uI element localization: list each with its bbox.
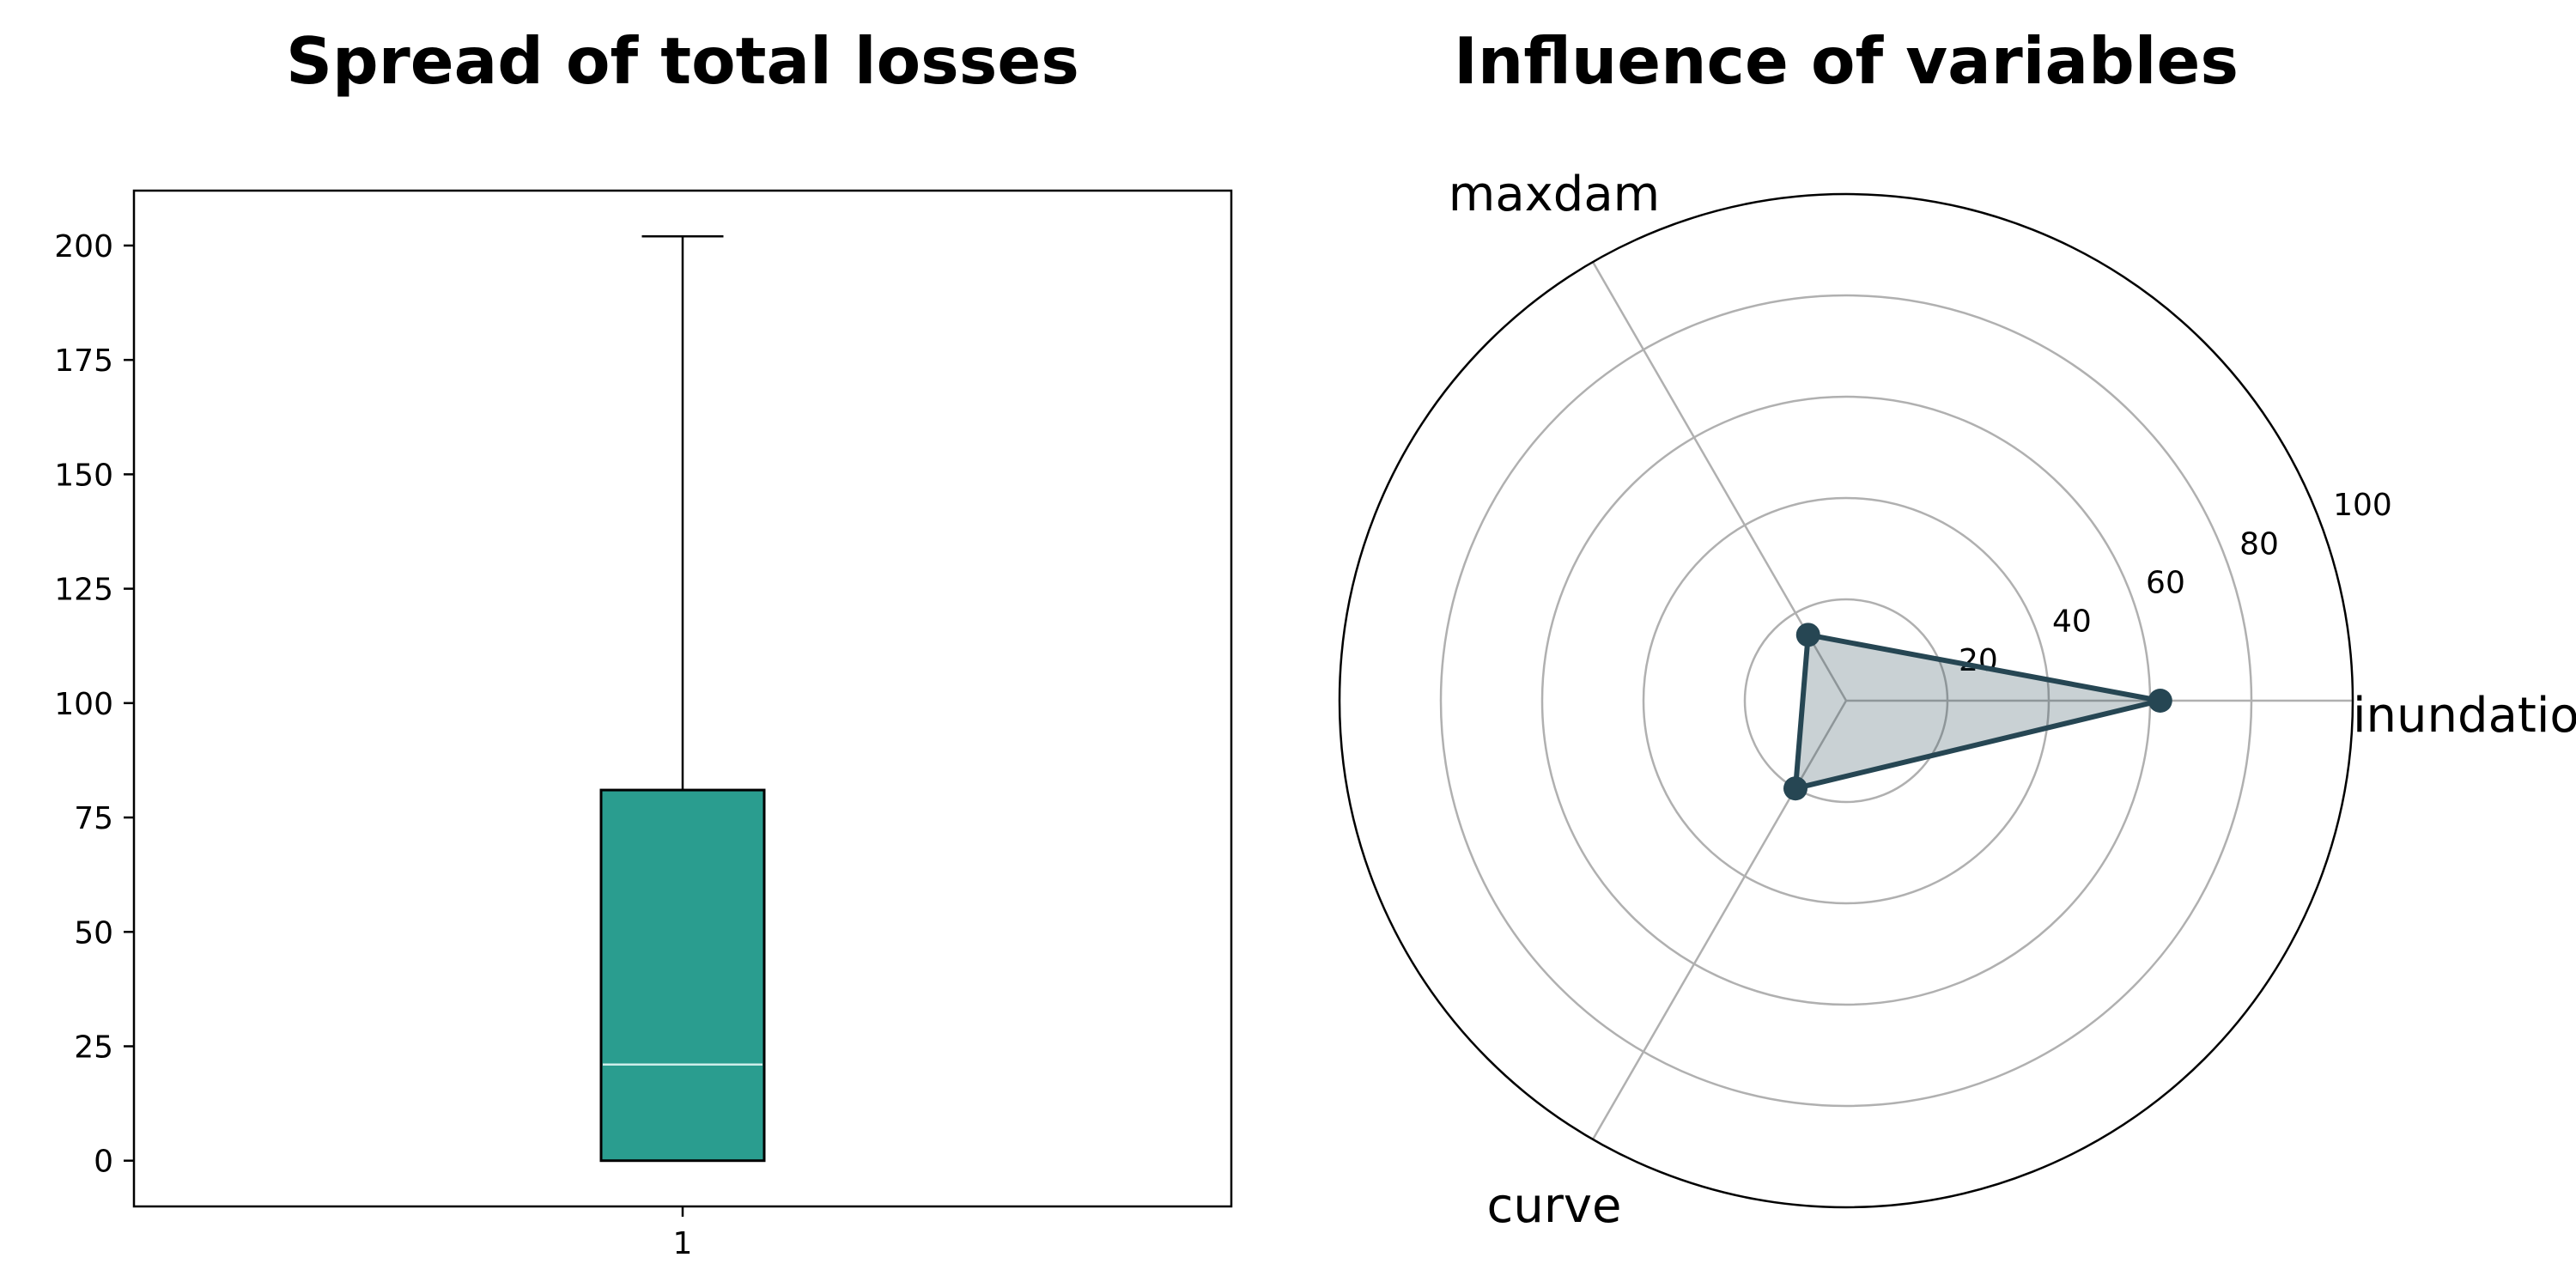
radar-title: Influence of variables: [1454, 23, 2239, 99]
y-tick-label: 25: [74, 1030, 113, 1065]
radar-line: [1793, 632, 2163, 792]
y-tick-label: 0: [94, 1145, 113, 1180]
radial-tick-label: 20: [1959, 643, 1998, 678]
radar-panel: Influence of variables 20 40 60 80 100 inund…: [1338, 23, 2576, 1234]
box-y-axis: 0 25 50 75 100 125 150 175 200: [54, 229, 134, 1180]
axis-label-curve: curve: [1487, 1178, 1622, 1234]
y-tick-label: 175: [54, 343, 113, 379]
y-tick-label: 75: [74, 801, 113, 836]
y-tick-label: 100: [54, 687, 113, 722]
y-tick-label: 50: [74, 915, 113, 951]
radar-point-inundation: [2148, 689, 2172, 713]
box-plot-frame: [132, 189, 1233, 1208]
y-tick-label: 150: [54, 458, 113, 493]
radar-area: [1795, 635, 2160, 789]
radar-outer-circle: [1338, 192, 2354, 1209]
radar-point-maxdam: [1795, 623, 1820, 647]
y-tick-label: 125: [54, 573, 113, 608]
radar-labels: inundation maxdam curve: [1449, 167, 2576, 1234]
radial-tick-label: 40: [2052, 605, 2092, 640]
radar-spoke-curve: [1591, 700, 1848, 1140]
radar-point-curve: [1783, 776, 1807, 801]
radial-tick-label: 80: [2239, 526, 2279, 562]
radar-marks: [1783, 623, 2172, 801]
radial-tick-label: 100: [2333, 488, 2392, 523]
box-marks: [599, 235, 766, 1163]
box: [599, 788, 766, 1163]
x-tick-label: 1: [673, 1226, 693, 1261]
box-plot-panel: Spread of total losses 0 25 50 75 100 125 150 1…: [54, 23, 1233, 1261]
axis-label-inundation: inundation: [2353, 688, 2576, 744]
axis-label-maxdam: maxdam: [1449, 167, 1660, 222]
y-tick-label: 200: [54, 229, 113, 264]
box-x-axis: 1: [673, 1206, 693, 1261]
box-plot-title: Spread of total losses: [286, 23, 1079, 99]
radial-tick-label: 60: [2146, 566, 2185, 601]
